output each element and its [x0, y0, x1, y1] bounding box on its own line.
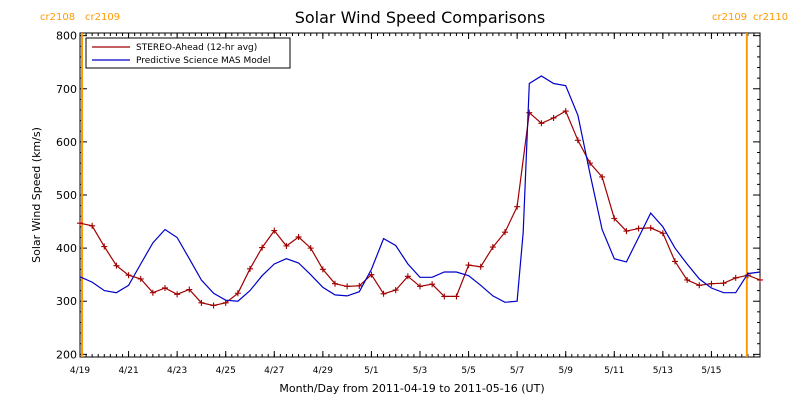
x-tick-label: 4/29 [313, 366, 333, 376]
y-tick-label: 800 [56, 30, 77, 43]
stereo-data-point [162, 284, 168, 291]
x-tick-label: 5/9 [558, 366, 573, 376]
chart-title: Solar Wind Speed Comparisons [295, 8, 546, 27]
x-tick-label: 5/11 [604, 366, 624, 376]
stereo-data-point [404, 273, 411, 280]
x-tick-label: 5/1 [364, 366, 378, 376]
stereo-data-point [307, 245, 314, 252]
stereo-data-point [137, 275, 144, 282]
stereo-data-point [599, 173, 606, 180]
x-tick-label: 4/23 [167, 366, 187, 376]
stereo-data-point [477, 263, 484, 270]
x-axis-label: Month/Day from 2011-04-19 to 2011-05-16 … [279, 382, 544, 395]
legend: STEREO-Ahead (12-hr avg) Predictive Scie… [85, 37, 291, 69]
x-tick-label: 4/21 [118, 366, 138, 376]
stereo-data-point [708, 280, 715, 287]
stereo-data-point [611, 215, 618, 222]
stereo-data-point [186, 286, 193, 293]
stereo-data-point [514, 203, 521, 210]
stereo-data-point [489, 244, 496, 251]
x-tick-label: 5/5 [461, 366, 475, 376]
stereo-data-point [672, 258, 678, 265]
stereo-data-point [283, 242, 290, 249]
stereo-data-point [319, 266, 326, 273]
stereo-data-point [332, 280, 338, 287]
stereo-data-point [125, 272, 132, 279]
x-tick-label: 5/15 [701, 366, 721, 376]
stereo-data-point [380, 290, 387, 297]
stereo-data-point [222, 299, 229, 306]
stereo-data-point [502, 229, 508, 236]
stereo-data-point [429, 281, 436, 288]
y-tick-label: 600 [56, 136, 77, 149]
stereo-data-point [210, 302, 217, 309]
stereo-data-point [550, 114, 557, 121]
stereo-data-point [234, 290, 241, 297]
y-tick-label: 500 [56, 189, 77, 202]
y-tick-label: 700 [56, 83, 77, 96]
x-tick-label: 5/7 [510, 366, 524, 376]
y-tick-label: 400 [56, 242, 77, 255]
legend-label-mas: Predictive Science MAS Model [136, 56, 271, 66]
plot-frame [79, 32, 761, 358]
stereo-data-point [271, 227, 278, 234]
stereo-data-point [247, 265, 253, 272]
stereo-data-point [465, 262, 472, 269]
rotation-lines [81, 33, 748, 357]
stereo-data-point [732, 274, 739, 281]
y-axis: 200 300 400 500 600 700 800 [56, 30, 760, 361]
stereo-data-point [89, 222, 96, 229]
stereo-data-point [417, 283, 423, 290]
stereo-data-point [635, 225, 642, 232]
stereo-data-point [684, 276, 691, 283]
x-tick-label: 4/25 [216, 366, 236, 376]
stereo-data-point [174, 291, 181, 298]
stereo-data-point [149, 289, 156, 296]
stereo-data-point [647, 224, 654, 231]
stereo-data-point [356, 282, 363, 289]
rotation-label-left-1: cr2108 [40, 12, 75, 23]
rotation-label-left-2: cr2109 [712, 12, 747, 23]
stereo-data-point [441, 293, 448, 300]
series-layer [77, 75, 763, 309]
x-axis: 4/19 4/21 4/23 4/25 4/27 4/29 5/1 5/3 5/5 5/7 5/9 5… [70, 33, 761, 376]
stereo-data-point [295, 233, 302, 240]
mas-model-line [79, 75, 761, 303]
rotation-label-right-1: cr2109 [85, 12, 120, 23]
y-axis-label: Solar Wind Speed (km/s) [30, 127, 43, 263]
legend-label-stereo: STEREO-Ahead (12-hr avg) [136, 43, 257, 53]
x-tick-label: 4/19 [70, 366, 90, 376]
stereo-ahead-line [79, 110, 761, 307]
stereo-data-point [101, 243, 108, 250]
x-tick-label: 5/13 [653, 366, 673, 376]
y-tick-label: 200 [56, 348, 77, 361]
stereo-data-point [453, 293, 460, 300]
stereo-data-point [526, 109, 533, 116]
x-tick-label: 5/3 [413, 366, 427, 376]
stereo-data-point [659, 230, 666, 237]
stereo-data-point [696, 282, 703, 289]
stereo-data-point [259, 244, 266, 251]
stereo-data-point [562, 108, 569, 115]
stereo-data-point [113, 262, 120, 269]
stereo-data-point [344, 283, 351, 290]
stereo-data-point [368, 271, 375, 278]
stereo-data-point [574, 137, 581, 144]
stereo-data-point [198, 299, 205, 306]
stereo-data-point [392, 287, 399, 294]
legend-box [85, 37, 291, 69]
stereo-data-point [77, 220, 83, 227]
stereo-data-point [538, 120, 545, 127]
stereo-data-point [720, 280, 727, 287]
x-tick-label: 4/27 [264, 366, 284, 376]
stereo-data-point [623, 228, 630, 235]
stereo-data-point [757, 276, 763, 283]
rotation-label-right-2: cr2110 [753, 12, 788, 23]
y-tick-label: 300 [56, 295, 77, 308]
